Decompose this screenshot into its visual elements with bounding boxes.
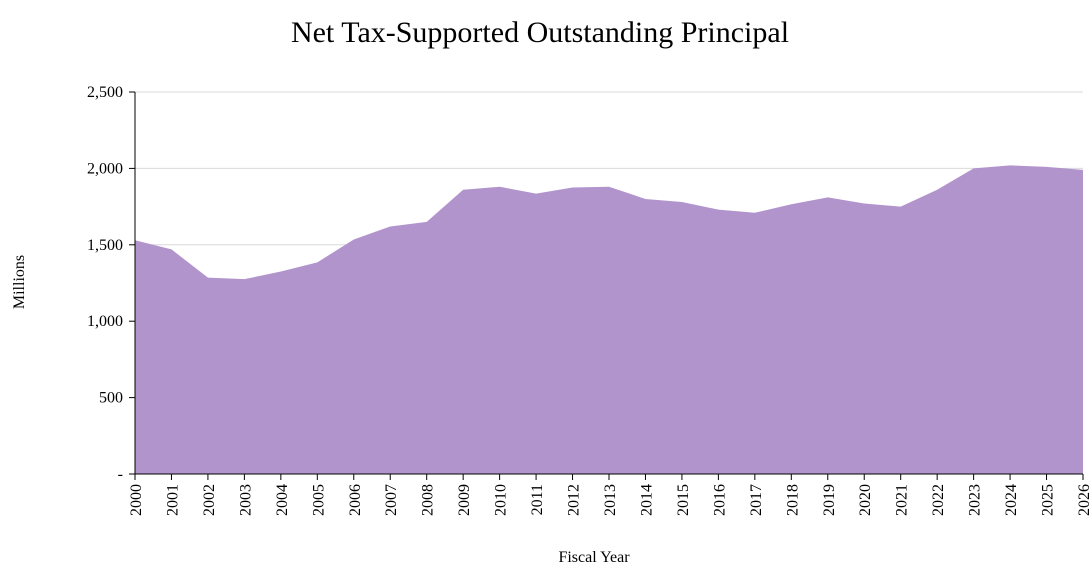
y-tick-label-3: 1,500	[87, 237, 123, 254]
x-tick-label-2017: 2017	[748, 484, 765, 516]
x-tick-label-2008: 2008	[420, 484, 437, 516]
y-tick-label-1: 500	[99, 390, 123, 407]
x-tick-label-2025: 2025	[1040, 484, 1057, 516]
x-axis-label: Fiscal Year	[558, 549, 630, 566]
x-tick-label-2023: 2023	[967, 484, 984, 516]
x-tick-label-2001: 2001	[164, 484, 181, 516]
x-tick-label-2021: 2021	[894, 484, 911, 516]
x-tick-label-2011: 2011	[529, 484, 546, 515]
area-series	[135, 165, 1083, 474]
y-tick-label-0: -	[118, 466, 123, 483]
y-tick-labels: - 500 1,000 1,500 2,000 2,500	[87, 84, 123, 483]
x-tick-label-2016: 2016	[711, 484, 728, 516]
x-tick-label-2010: 2010	[493, 484, 510, 516]
x-tick-label-2014: 2014	[638, 484, 655, 516]
x-tick-label-2026: 2026	[1076, 484, 1092, 516]
x-tick-label-2005: 2005	[310, 484, 327, 516]
x-tick-label-2019: 2019	[821, 484, 838, 516]
x-tick-label-2003: 2003	[237, 484, 254, 516]
x-tick-label-2013: 2013	[602, 484, 619, 516]
x-tick-labels: 2000 2001 2002 2003 2004 2005 2006 2007 2008 2009…	[128, 484, 1092, 516]
x-tick-label-2006: 2006	[347, 484, 364, 516]
x-tick-label-2002: 2002	[201, 484, 218, 516]
y-tick-label-2: 1,000	[87, 313, 123, 330]
x-tick-label-2007: 2007	[383, 484, 400, 516]
x-tick-label-2020: 2020	[857, 484, 874, 516]
area-fill-series-0	[135, 165, 1083, 474]
y-tick-label-4: 2,000	[87, 160, 123, 177]
x-tick-label-2024: 2024	[1003, 484, 1020, 516]
x-tick-label-2018: 2018	[784, 484, 801, 516]
x-tick-label-2004: 2004	[274, 484, 291, 516]
chart-title: Net Tax-Supported Outstanding Principal	[291, 16, 789, 49]
x-tick-label-2022: 2022	[930, 484, 947, 516]
x-tick-label-2000: 2000	[128, 484, 145, 516]
x-tick-label-2012: 2012	[566, 484, 583, 516]
x-tick-label-2015: 2015	[675, 484, 692, 516]
axes	[129, 91, 1084, 480]
x-tick-label-2009: 2009	[456, 484, 473, 516]
y-tick-label-5: 2,500	[87, 84, 123, 101]
y-axis-label: Millions	[11, 255, 28, 309]
